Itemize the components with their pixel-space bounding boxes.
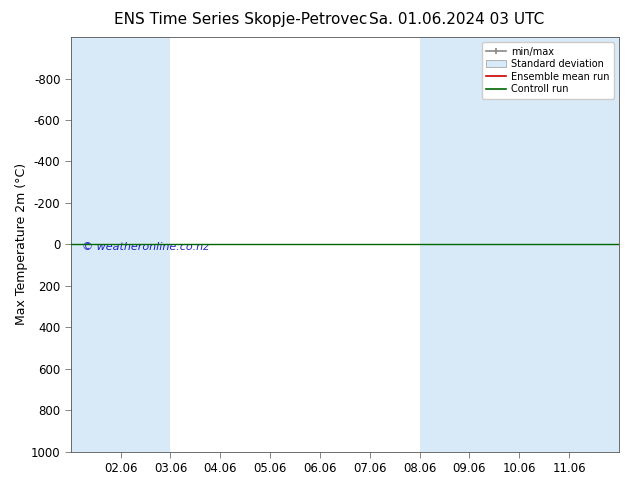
- Text: Sa. 01.06.2024 03 UTC: Sa. 01.06.2024 03 UTC: [369, 12, 544, 27]
- Text: © weatheronline.co.nz: © weatheronline.co.nz: [82, 242, 209, 252]
- Y-axis label: Max Temperature 2m (°C): Max Temperature 2m (°C): [15, 163, 28, 325]
- Bar: [420, 37, 470, 452]
- Bar: [120, 37, 171, 452]
- Bar: [519, 37, 569, 452]
- Text: ENS Time Series Skopje-Petrovec: ENS Time Series Skopje-Petrovec: [114, 12, 368, 27]
- Bar: [569, 37, 619, 452]
- Bar: [470, 37, 519, 452]
- Legend: min/max, Standard deviation, Ensemble mean run, Controll run: min/max, Standard deviation, Ensemble me…: [482, 42, 614, 99]
- Bar: [71, 37, 120, 452]
